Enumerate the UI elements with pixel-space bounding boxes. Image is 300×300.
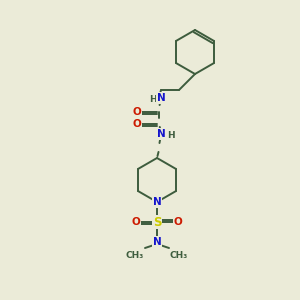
Text: H: H bbox=[149, 95, 157, 104]
Text: S: S bbox=[153, 215, 161, 229]
Text: H: H bbox=[167, 131, 175, 140]
Text: N: N bbox=[157, 129, 165, 139]
Text: CH₃: CH₃ bbox=[170, 251, 188, 260]
Text: O: O bbox=[133, 107, 141, 117]
Text: N: N bbox=[153, 237, 161, 247]
Text: O: O bbox=[133, 119, 141, 129]
Text: N: N bbox=[153, 197, 161, 207]
Text: O: O bbox=[174, 217, 182, 227]
Text: O: O bbox=[132, 217, 140, 227]
Text: CH₃: CH₃ bbox=[126, 251, 144, 260]
Text: N: N bbox=[157, 93, 165, 103]
